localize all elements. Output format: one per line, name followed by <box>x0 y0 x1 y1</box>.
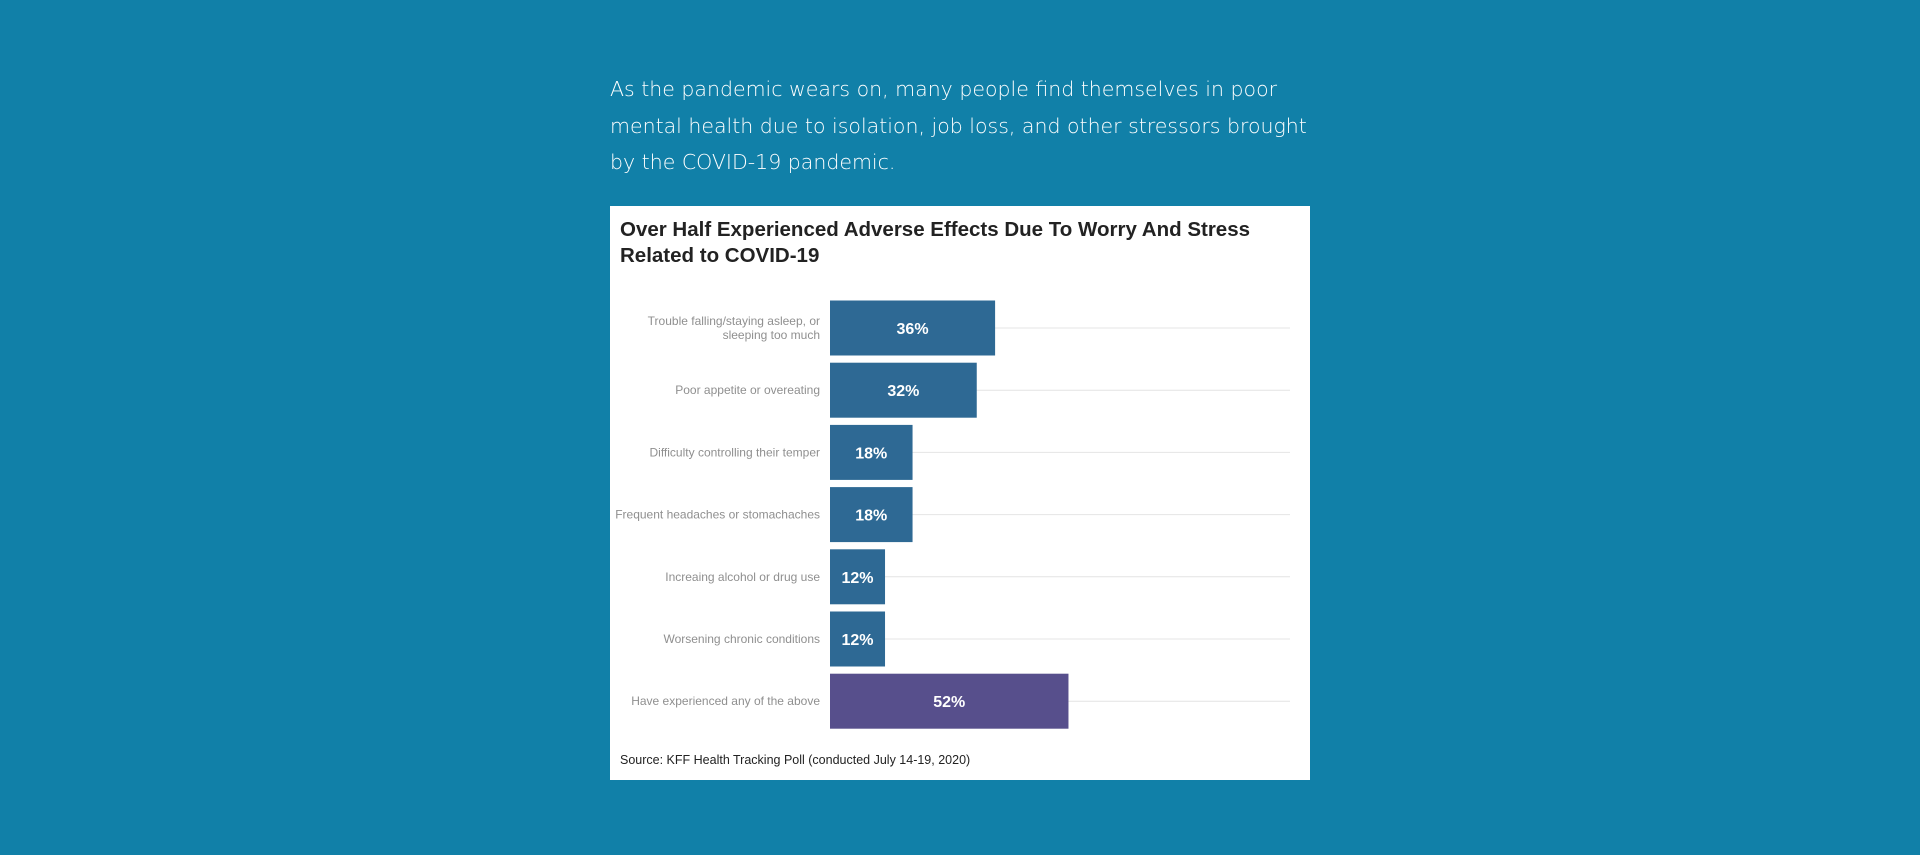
bar-value-label: 52% <box>933 694 965 711</box>
category-label: Poor appetite or overeating <box>675 383 820 397</box>
category-label: Difficulty controlling their temper <box>649 445 820 459</box>
bar <box>830 300 996 356</box>
bar-value-label: 36% <box>897 321 929 338</box>
bar <box>830 424 913 480</box>
category-label: Increaing alcohol or drug use <box>665 570 820 584</box>
chart-title: Over Half Experienced Adverse Effects Du… <box>620 218 1251 267</box>
category-label: Have experienced any of the above <box>631 694 820 708</box>
bar <box>830 673 1069 729</box>
category-label-line: Poor appetite or overeating <box>675 383 820 397</box>
category-label: Worsening chronic conditions <box>663 632 820 646</box>
chart-source: Source: KFF Health Tracking Poll (conduc… <box>620 753 971 767</box>
bar <box>830 611 886 667</box>
intro-paragraph: As the pandemic wears on, many people fi… <box>610 77 1307 175</box>
category-label-line: Increaing alcohol or drug use <box>665 570 820 584</box>
category-label-line: Difficulty controlling their temper <box>649 445 820 459</box>
chart-card: 36% Trouble falling/staying asleep, or sle… <box>610 206 1310 780</box>
bar-value-label: 32% <box>887 383 919 400</box>
bar-chart: 36% Trouble falling/staying asleep, or sle… <box>615 300 1290 729</box>
bar <box>830 362 977 418</box>
bar-value-label: 12% <box>842 632 874 649</box>
category-label-line: sleeping too much <box>723 328 820 342</box>
bar-value-label: 18% <box>855 445 887 462</box>
category-label: Frequent headaches or stomachaches <box>615 508 820 522</box>
category-label-line: Worsening chronic conditions <box>663 632 820 646</box>
bar-value-label: 18% <box>855 508 887 525</box>
bar-value-label: 12% <box>842 570 874 587</box>
category-label: Trouble falling/staying asleep, or sleepi… <box>648 314 820 342</box>
category-label-line: Have experienced any of the above <box>631 694 820 708</box>
bar <box>830 487 913 543</box>
category-label-line: Frequent headaches or stomachaches <box>615 508 820 522</box>
category-label-line: Trouble falling/staying asleep, or <box>648 314 820 328</box>
bar <box>830 549 886 605</box>
